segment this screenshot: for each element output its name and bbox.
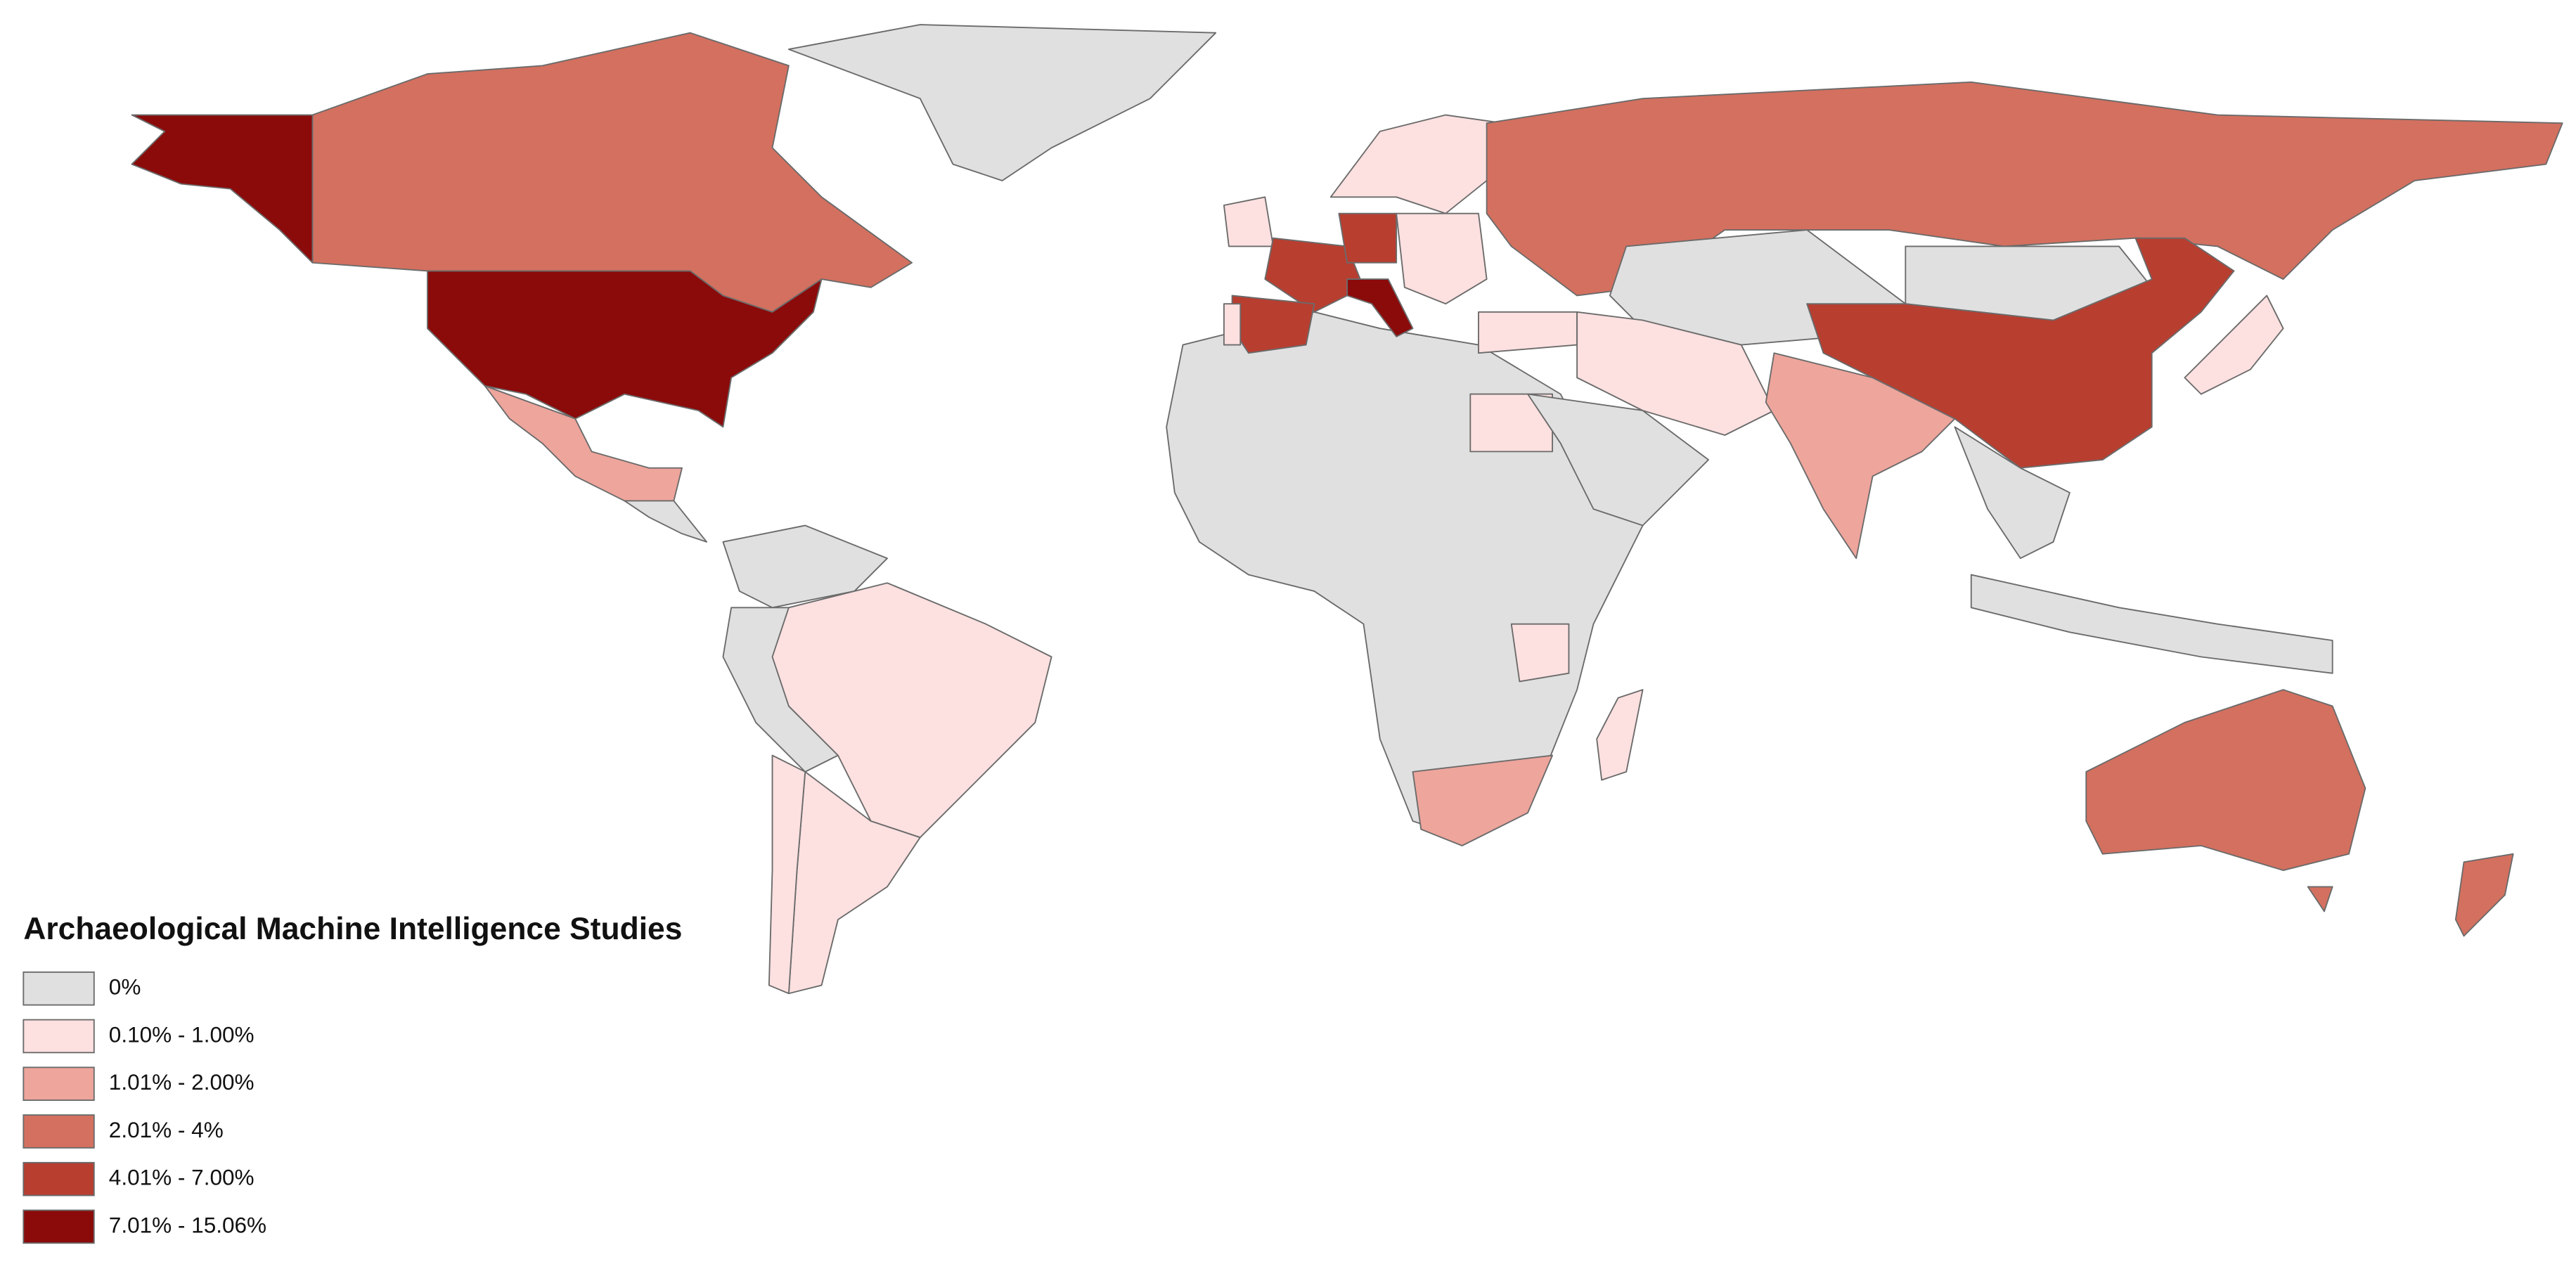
region [1596, 689, 1644, 781]
region [1576, 311, 1775, 436]
legend-label: 4.01% - 7.00% [109, 1165, 255, 1190]
region [2307, 886, 2333, 912]
legend-swatch [22, 971, 95, 1006]
region [1338, 212, 1398, 264]
legend-label: 2.01% - 4% [109, 1117, 224, 1142]
legend-swatch [22, 1161, 95, 1196]
region [1510, 623, 1570, 683]
region [131, 114, 314, 264]
region [1970, 574, 2333, 674]
region [1806, 237, 2235, 469]
region [1486, 81, 2563, 297]
legend-label: 0% [109, 974, 141, 1000]
legend: 0% 0.10% - 1.00% 1.01% - 2.00% 2.01% - 4% 4.… [22, 971, 266, 1244]
region [311, 32, 913, 313]
legend-swatch [22, 1209, 95, 1244]
legend-label: 7.01% - 15.06% [109, 1212, 266, 1237]
region [1231, 295, 1315, 354]
region [1954, 426, 2071, 560]
region [2085, 689, 2366, 871]
legend-swatch [22, 1114, 95, 1149]
region [427, 270, 823, 428]
legend-swatch [22, 1066, 95, 1101]
region [1329, 114, 1504, 214]
legend-swatch [22, 1019, 95, 1054]
region [2184, 295, 2284, 395]
countries [131, 24, 2563, 995]
region [1527, 393, 1709, 527]
region [2454, 853, 2514, 937]
region [1264, 237, 1365, 313]
legend-title: Archaeological Machine Intelligence Stud… [23, 912, 682, 946]
region [1346, 278, 1414, 337]
region [1223, 303, 1242, 346]
region [1396, 212, 1488, 305]
region [1166, 311, 1660, 839]
region [771, 582, 1052, 839]
region [1223, 196, 1274, 247]
region [768, 754, 806, 995]
legend-label: 1.01% - 2.00% [109, 1069, 255, 1095]
region [1469, 393, 1554, 453]
region [1412, 754, 1554, 846]
region [624, 500, 708, 543]
region [1478, 311, 1578, 354]
legend-label: 0.10% - 1.00% [109, 1021, 255, 1047]
region [787, 24, 1217, 181]
